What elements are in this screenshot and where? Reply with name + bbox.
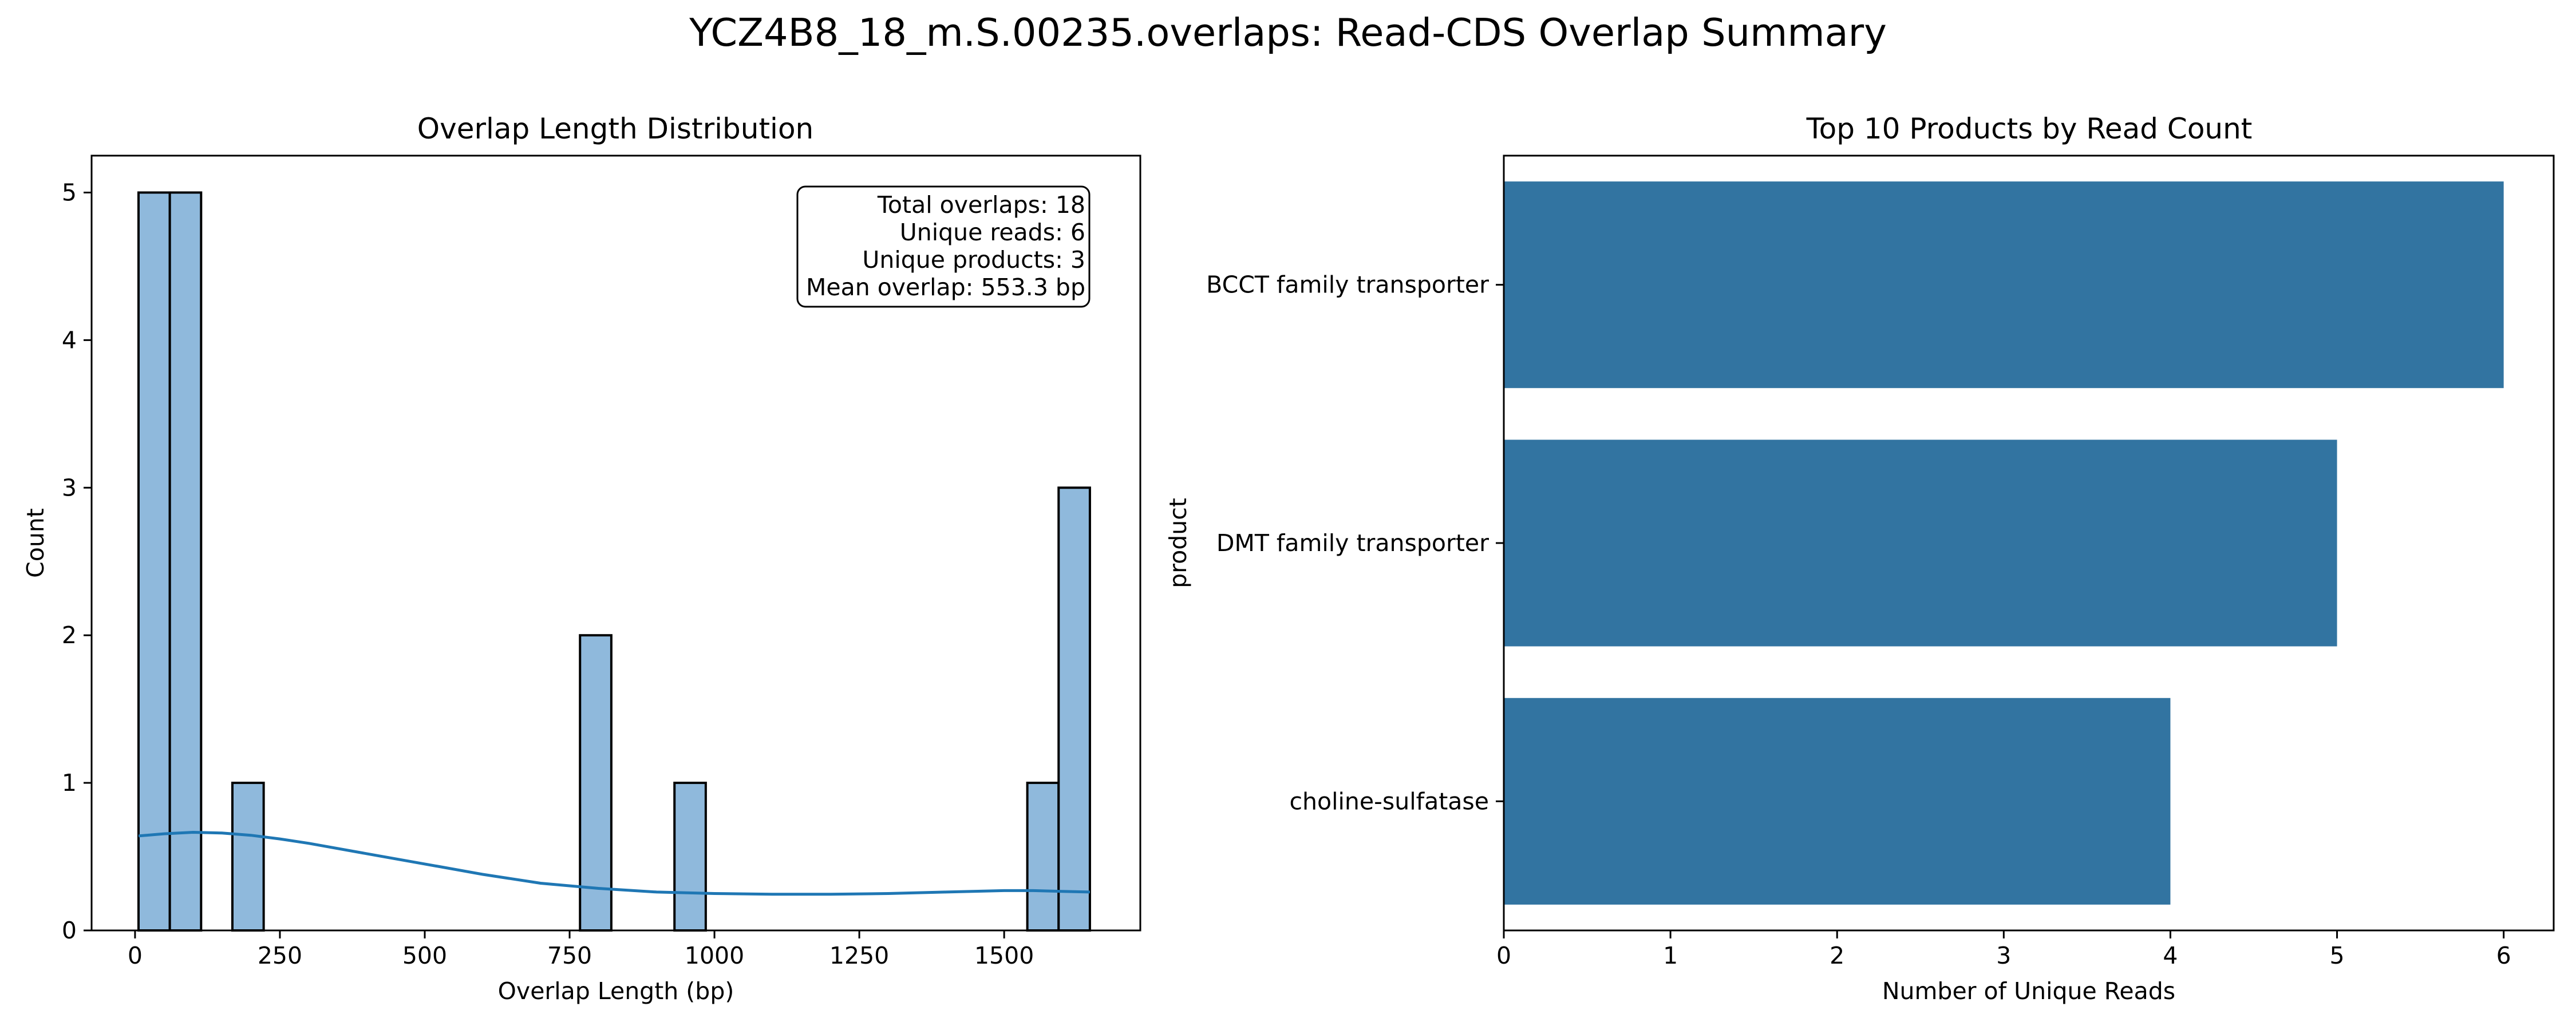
- x-tick-label: 0: [128, 942, 143, 969]
- y-tick-label: 4: [62, 326, 77, 354]
- x-tick-label: 5: [2330, 942, 2345, 969]
- product-bars: [1504, 181, 2504, 905]
- x-tick-label: 1500: [974, 942, 1034, 969]
- product-bar: [1504, 181, 2504, 389]
- y-tick-label: 1: [62, 769, 77, 797]
- histogram-bar: [137, 191, 171, 932]
- stats-annotation-box: Total overlaps: 18 Unique reads: 6 Uniqu…: [796, 185, 1091, 308]
- histogram-panel: Overlap Length Distribution 0 250 500 750 10…: [22, 112, 1141, 1005]
- histogram-y-axis-label: Count: [22, 508, 49, 578]
- x-tick-label: 250: [258, 942, 302, 969]
- x-tick-label: 1250: [829, 942, 889, 969]
- stats-line-total-overlaps: Total overlaps: 18: [877, 191, 1085, 219]
- product-bar: [1504, 698, 2171, 905]
- kde-curve: [138, 830, 1090, 896]
- histogram-y-ticks: 0 1 2 3 4 5: [62, 179, 92, 944]
- x-tick-label: 4: [2163, 942, 2178, 969]
- x-tick-label: 0: [1496, 942, 1511, 969]
- product-label: DMT family transporter: [1216, 529, 1489, 557]
- y-tick-label: 3: [62, 474, 77, 501]
- figure-title: YCZ4B8_18_m.S.00235.overlaps: Read-CDS O…: [689, 10, 1887, 55]
- products-plot-frame: [1503, 154, 2555, 932]
- histogram-bars: [137, 191, 1091, 932]
- stats-line-unique-reads: Unique reads: 6: [900, 219, 1085, 246]
- histogram-bar: [231, 782, 265, 932]
- stats-line-mean-overlap: Mean overlap: 553.3 bp: [806, 274, 1085, 301]
- y-tick-label: 5: [62, 179, 77, 206]
- histogram-title: Overlap Length Distribution: [417, 112, 813, 145]
- product-label: choline-sulfatase: [1290, 787, 1489, 815]
- products-bar-panel: Top 10 Products by Read Count 0 1 2 3 4 5 6 BC…: [1164, 112, 2555, 1005]
- y-tick-label: 0: [62, 917, 77, 944]
- histogram-bar: [168, 191, 203, 932]
- product-bar: [1504, 439, 2337, 647]
- histogram-plot-frame: [90, 154, 1141, 932]
- histogram-bar: [673, 782, 707, 932]
- x-tick-label: 6: [2496, 942, 2511, 969]
- product-label: BCCT family transporter: [1206, 271, 1489, 299]
- histogram-x-ticks: 0 250 500 750 1000 1250 1500: [128, 930, 1034, 969]
- histogram-bar: [1026, 782, 1060, 932]
- histogram-x-axis-label: Overlap Length (bp): [498, 977, 734, 1005]
- products-x-ticks: 0 1 2 3 4 5 6: [1496, 930, 2511, 969]
- products-y-axis-label: product: [1164, 498, 1192, 588]
- x-tick-label: 2: [1830, 942, 1844, 969]
- x-tick-label: 750: [547, 942, 592, 969]
- x-tick-label: 3: [1996, 942, 2011, 969]
- products-x-axis-label: Number of Unique Reads: [1882, 977, 2175, 1005]
- stats-line-unique-products: Unique products: 3: [862, 246, 1085, 274]
- x-tick-label: 500: [402, 942, 447, 969]
- stats-annotation-frame: [796, 185, 1091, 308]
- x-tick-label: 1: [1663, 942, 1678, 969]
- products-chart-title: Top 10 Products by Read Count: [1806, 112, 2253, 145]
- histogram-bar: [1057, 486, 1091, 932]
- y-tick-label: 2: [62, 621, 77, 649]
- x-tick-label: 1000: [685, 942, 744, 969]
- products-y-ticks: BCCT family transporter DMT family transp…: [1206, 271, 1504, 815]
